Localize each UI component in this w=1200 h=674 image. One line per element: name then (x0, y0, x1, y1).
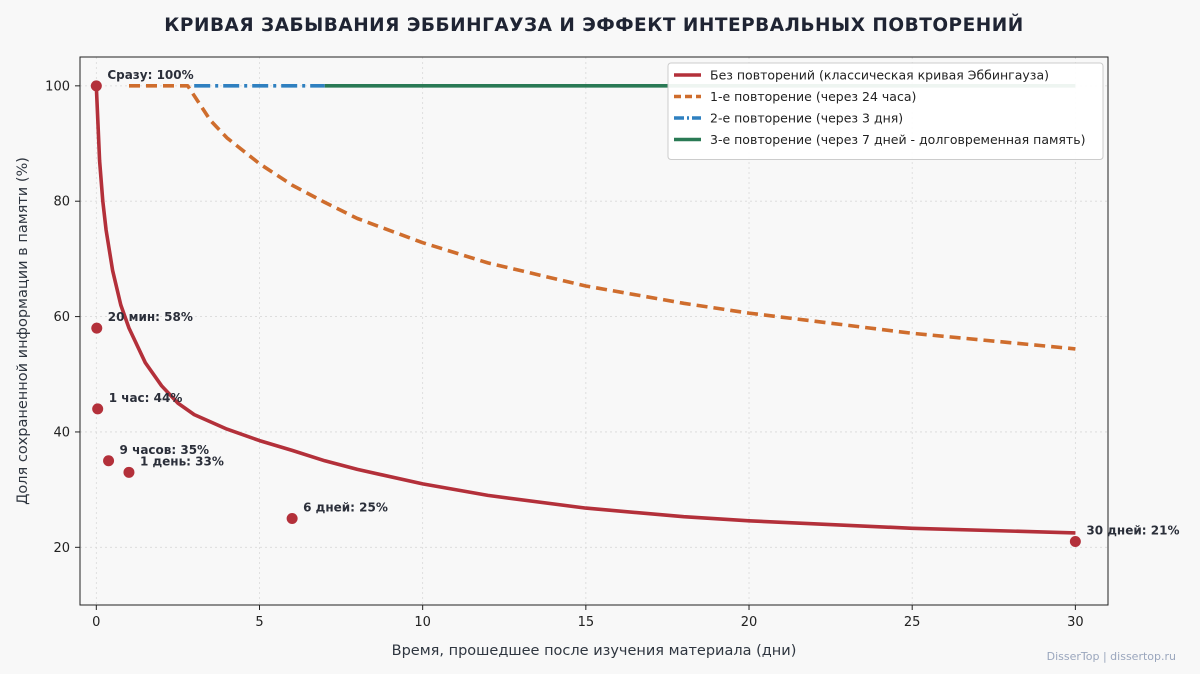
data-point-label-6: 6 дней: 25% (303, 500, 388, 514)
legend-label-4: 3-е повторение (через 7 дней - долговрем… (710, 132, 1085, 147)
data-point-label-3: 1 час: 44% (109, 391, 183, 405)
y-tick-label: 60 (53, 310, 70, 325)
watermark: DisserTop | dissertop.ru (1047, 650, 1176, 663)
chart-title: КРИВАЯ ЗАБЫВАНИЯ ЭББИНГАУЗА И ЭФФЕКТ ИНТ… (164, 14, 1023, 36)
x-axis-label: Время, прошедшее после изучения материал… (392, 643, 797, 659)
data-point-label-2: 20 мин: 58% (108, 310, 193, 324)
series-line-1 (94, 85, 1076, 535)
plot-frame (79, 56, 1109, 606)
y-tick-label: 20 (53, 541, 70, 556)
legend-label-1: Без повторений (классическая кривая Эбби… (710, 68, 1049, 83)
data-point-7 (1069, 536, 1081, 548)
data-point-2 (91, 322, 103, 334)
y-axis-label: Доля сохраненной информации в памяти (%) (15, 157, 31, 505)
data-point-5 (123, 466, 135, 478)
x-tick-label: 15 (578, 615, 595, 630)
data-point-6 (286, 512, 298, 524)
series-line-2 (129, 84, 1076, 351)
legend-label-3: 2-е повторение (через 3 дня) (710, 111, 903, 126)
data-point-label-4: 9 часов: 35% (120, 443, 210, 457)
y-tick-label: 100 (45, 79, 70, 94)
data-point-3 (92, 403, 104, 415)
data-points: Сразу: 100% 20 мин: 58% 1 час: 44% 9 часов:… (90, 68, 1179, 548)
y-tick-label: 40 (53, 425, 70, 440)
x-tick-label: 0 (92, 615, 100, 630)
x-tick-label: 5 (255, 615, 263, 630)
x-tick-label: 10 (414, 615, 431, 630)
data-point-4 (103, 455, 115, 467)
x-tick-label: 20 (741, 615, 758, 630)
y-tick-label: 80 (53, 195, 70, 210)
legend-box (667, 62, 1104, 160)
legend-label-2: 1-е повторение (через 24 часа) (710, 89, 916, 104)
data-point-label-1: Сразу: 100% (107, 68, 193, 82)
x-tick-label: 30 (1067, 615, 1084, 630)
legend: Без повторений (классическая кривая Эбби… (667, 62, 1104, 160)
axis-ticks: 0 5 10 15 20 25 30 20 40 60 80 100 (45, 79, 1083, 630)
data-point-1 (90, 80, 102, 92)
x-tick-label: 25 (904, 615, 921, 630)
data-point-label-7: 30 дней: 21% (1086, 524, 1179, 538)
data-point-label-5: 1 день: 33% (140, 454, 224, 468)
